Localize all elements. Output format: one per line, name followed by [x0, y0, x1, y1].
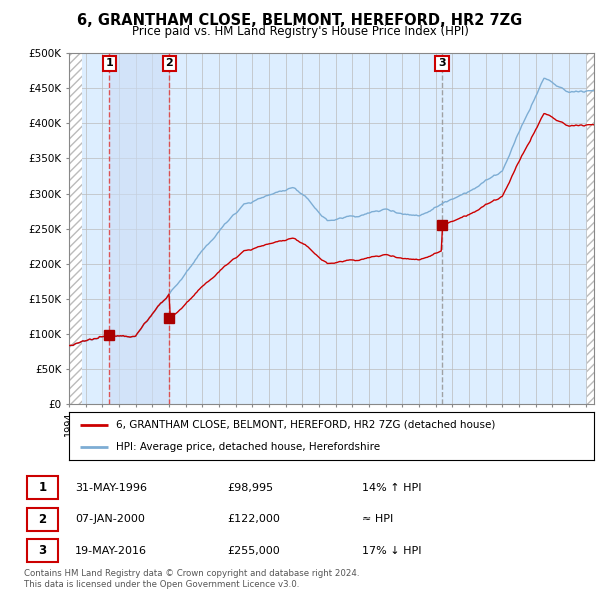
Text: Price paid vs. HM Land Registry's House Price Index (HPI): Price paid vs. HM Land Registry's House …: [131, 25, 469, 38]
Text: 2: 2: [166, 58, 173, 68]
Text: 6, GRANTHAM CLOSE, BELMONT, HEREFORD, HR2 7ZG: 6, GRANTHAM CLOSE, BELMONT, HEREFORD, HR…: [77, 13, 523, 28]
Text: 1: 1: [38, 481, 46, 494]
Text: £255,000: £255,000: [227, 546, 280, 556]
Text: £122,000: £122,000: [227, 514, 280, 524]
Text: 1: 1: [106, 58, 113, 68]
Text: 3: 3: [438, 58, 446, 68]
Text: ≈ HPI: ≈ HPI: [362, 514, 394, 524]
Text: 6, GRANTHAM CLOSE, BELMONT, HEREFORD, HR2 7ZG (detached house): 6, GRANTHAM CLOSE, BELMONT, HEREFORD, HR…: [116, 420, 496, 430]
Text: 17% ↓ HPI: 17% ↓ HPI: [362, 546, 422, 556]
Text: Contains HM Land Registry data © Crown copyright and database right 2024.
This d: Contains HM Land Registry data © Crown c…: [24, 569, 359, 589]
Text: 3: 3: [38, 544, 46, 557]
Bar: [587, 53, 594, 404]
Text: 31-MAY-1996: 31-MAY-1996: [75, 483, 147, 493]
Text: 2: 2: [38, 513, 46, 526]
FancyBboxPatch shape: [27, 539, 58, 562]
FancyBboxPatch shape: [27, 508, 58, 530]
Text: 14% ↑ HPI: 14% ↑ HPI: [362, 483, 422, 493]
FancyBboxPatch shape: [27, 476, 58, 499]
Text: 19-MAY-2016: 19-MAY-2016: [75, 546, 147, 556]
Text: 07-JAN-2000: 07-JAN-2000: [75, 514, 145, 524]
Bar: [109, 53, 169, 404]
Bar: [69, 53, 82, 404]
Text: HPI: Average price, detached house, Herefordshire: HPI: Average price, detached house, Here…: [116, 442, 380, 452]
Text: £98,995: £98,995: [227, 483, 273, 493]
